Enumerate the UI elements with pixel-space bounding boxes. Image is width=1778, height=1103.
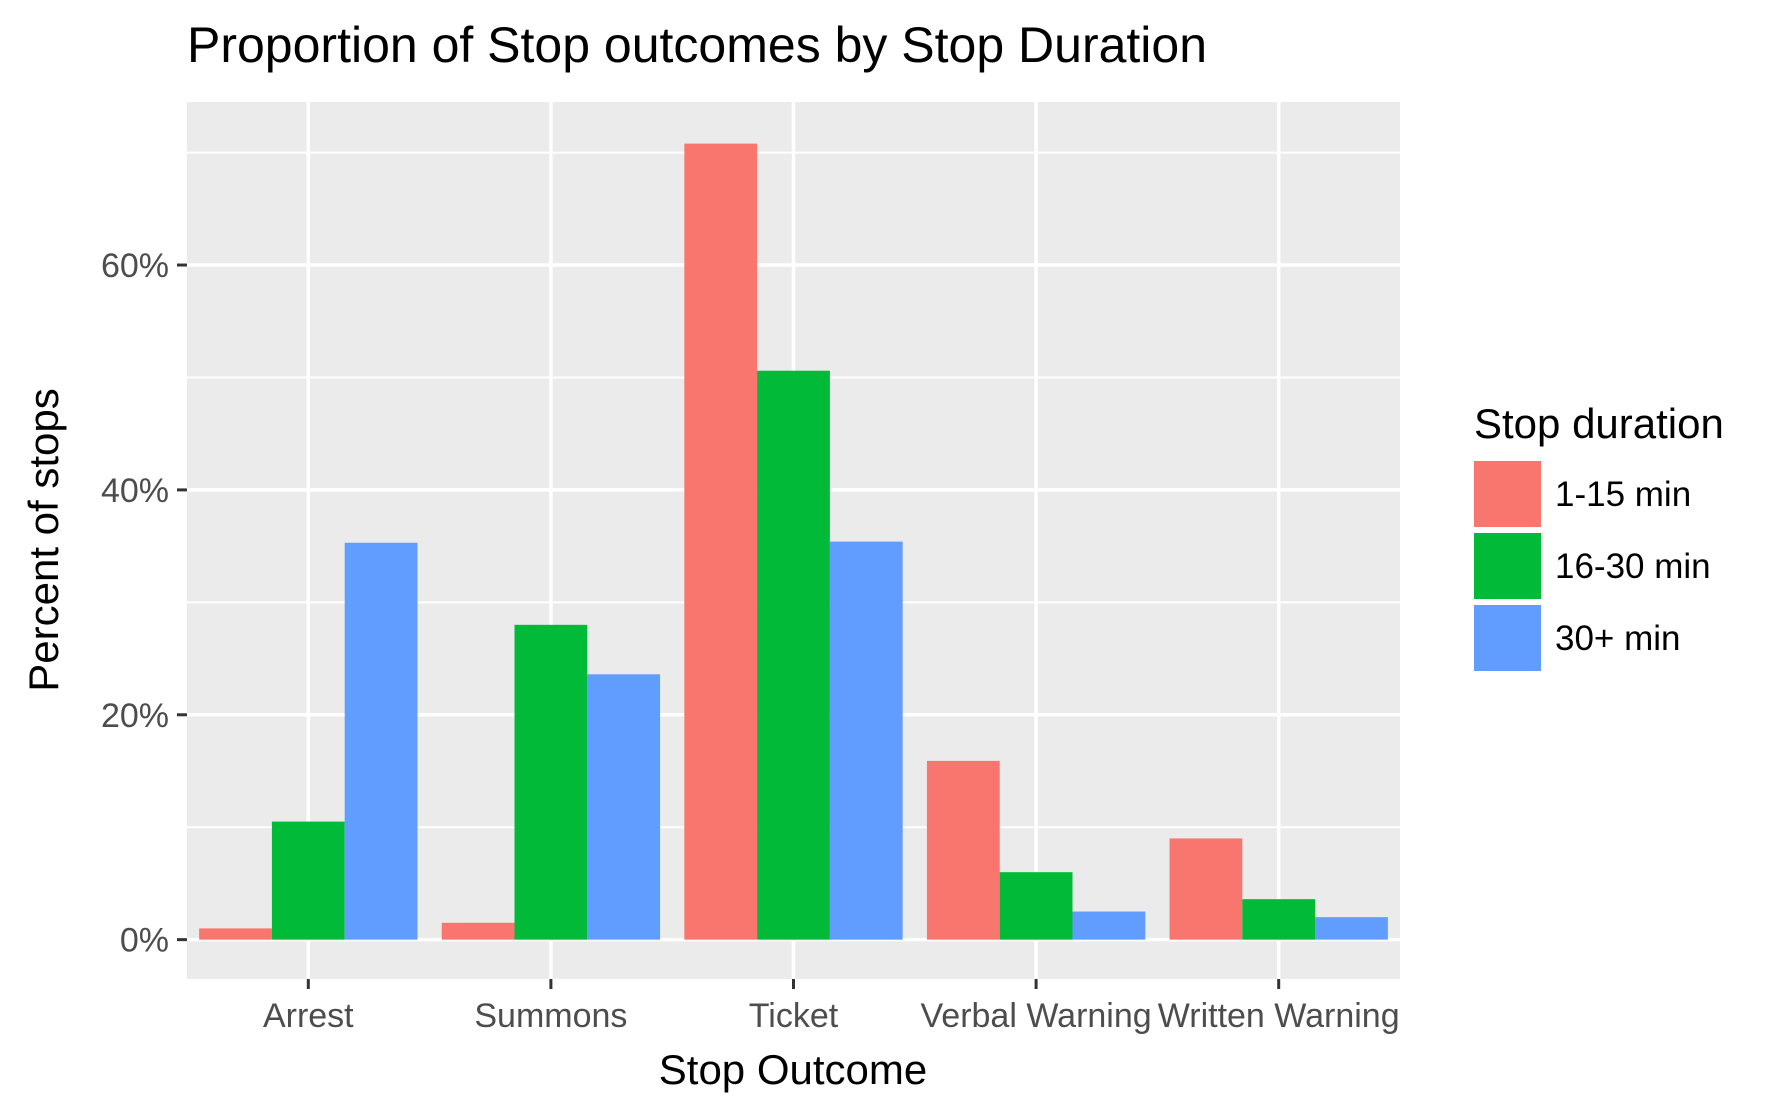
x-tick-label: Ticket (749, 997, 839, 1035)
x-tick-label: Arrest (263, 997, 354, 1035)
legend-title: Stop duration (1474, 400, 1724, 447)
legend-label: 1-15 min (1555, 475, 1691, 514)
bar (587, 674, 661, 940)
bar (1169, 838, 1243, 940)
bar (199, 928, 272, 940)
bar (1072, 911, 1146, 940)
legend-key (1474, 533, 1541, 599)
y-tick-label: 20% (101, 697, 169, 735)
y-tick-label: 0% (120, 922, 169, 960)
bar (757, 370, 830, 940)
bar (829, 541, 903, 940)
bar (271, 821, 345, 940)
bar (441, 922, 515, 940)
legend-key (1474, 605, 1541, 671)
legend-label: 16-30 min (1555, 547, 1711, 586)
bar (344, 542, 418, 940)
bars (199, 143, 1388, 940)
x-tick-label: Written Warning (1158, 997, 1400, 1035)
x-tick-label: Summons (474, 997, 627, 1035)
y-tick-label: 40% (101, 472, 169, 510)
chart-title: Proportion of Stop outcomes by Stop Dura… (187, 17, 1207, 73)
bar (514, 624, 588, 940)
bar (999, 872, 1073, 940)
bar (926, 760, 1000, 940)
bar (1242, 899, 1316, 940)
y-tick-label: 60% (101, 247, 169, 285)
legend-label: 30+ min (1555, 619, 1681, 658)
y-axis: 0% 20% 40% 60% (101, 247, 187, 960)
bar (1315, 917, 1388, 940)
x-axis: Arrest Summons Ticket Verbal Warning Written… (263, 979, 1400, 1035)
x-tick-label: Verbal Warning (920, 997, 1151, 1035)
legend: Stop duration 1-15 min 16-30 min 30+ min (1474, 400, 1724, 671)
x-axis-title: Stop Outcome (659, 1046, 927, 1093)
legend-key (1474, 461, 1541, 527)
bar (684, 143, 758, 940)
y-axis-title: Percent of stops (20, 388, 67, 692)
